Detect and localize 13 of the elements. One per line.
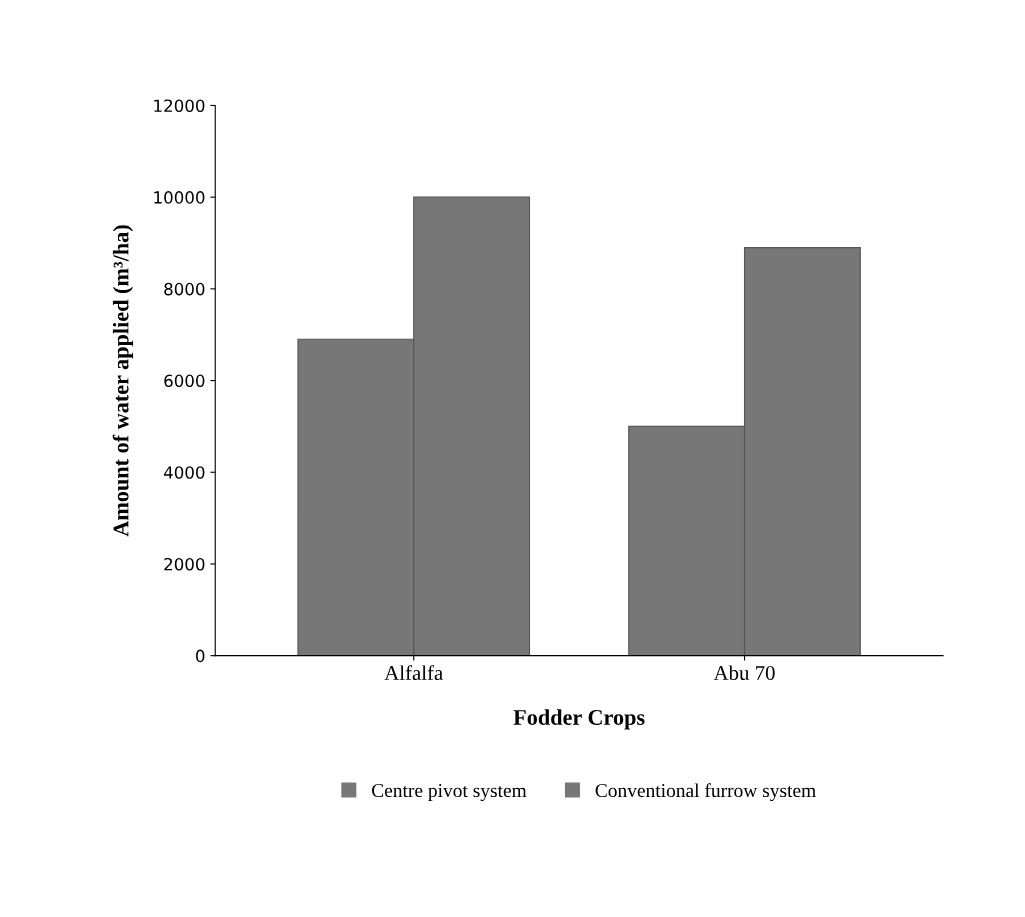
y-tick-label: 10000 — [154, 191, 205, 204]
x-tick-label: Abu 70 — [713, 665, 775, 681]
x-tick-label: Alfalfa — [384, 665, 443, 681]
y-tick-label: 0 — [196, 649, 205, 663]
y-tick-label: 12000 — [154, 99, 205, 113]
y-tick-label: 6000 — [164, 374, 205, 388]
y-axis-title: Amount of water applied (m³/ha) — [112, 225, 134, 537]
y-tick-label: 4000 — [163, 466, 205, 479]
y-tick-label: 8000 — [164, 282, 205, 296]
legend-label: Centre pivot system — [372, 784, 527, 802]
y-tick-label: 2000 — [164, 557, 205, 571]
x-axis-title: Fodder Crops — [513, 709, 645, 730]
legend-label: Conventional furrow system — [595, 783, 816, 802]
